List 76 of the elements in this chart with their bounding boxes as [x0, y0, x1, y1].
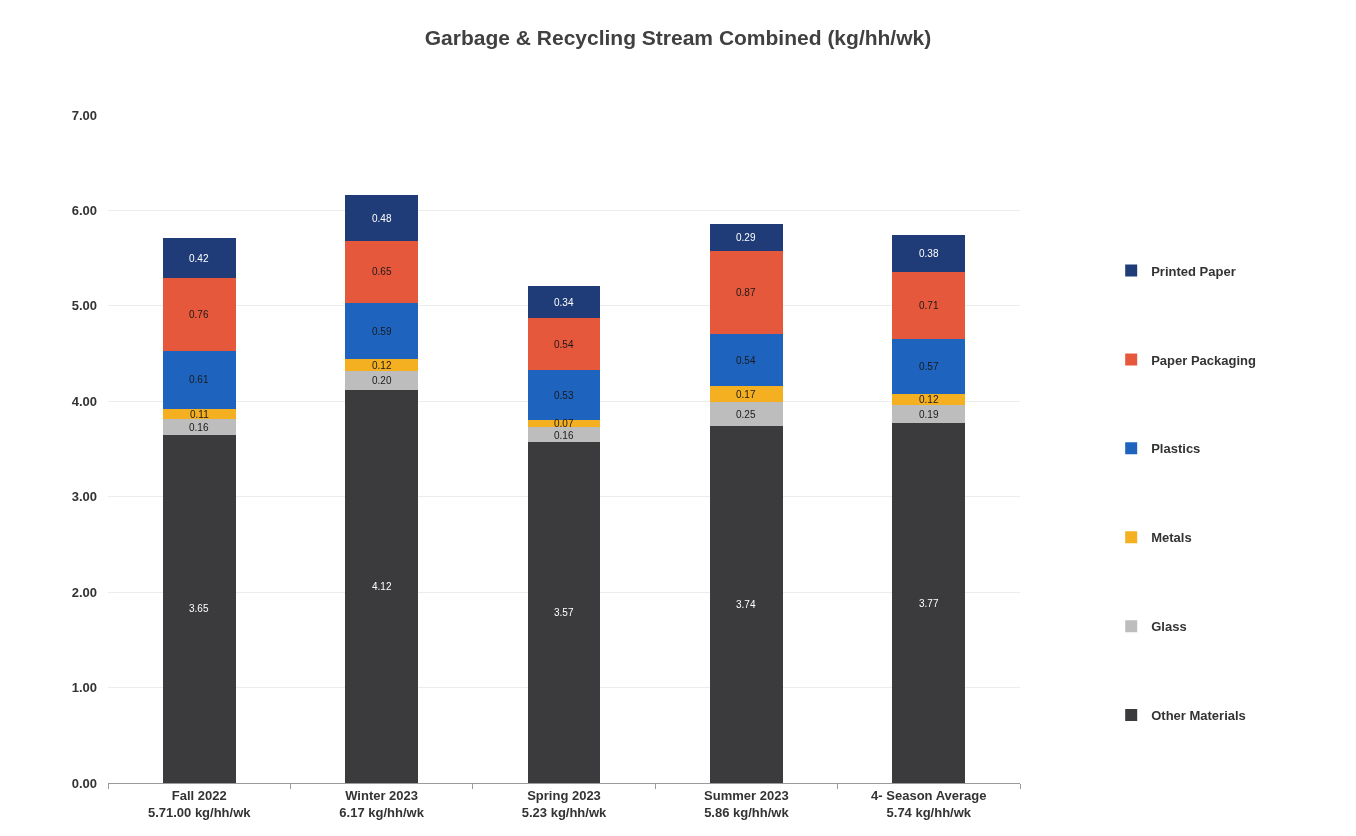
x-tick-label: Fall 2022 5.71.00 kg/hh/wk [147, 787, 252, 820]
legend-label: Paper Packaging [1151, 352, 1257, 368]
legend-label: Other Materials [1151, 708, 1246, 724]
bar [345, 389, 419, 783]
data-label: 0.38 [919, 248, 939, 259]
data-label: 3.74 [736, 599, 756, 610]
bar [527, 285, 601, 319]
data-label: 0.54 [554, 339, 574, 350]
bar [345, 359, 419, 371]
y-tick-label: 3.00 [71, 489, 97, 505]
data-label: 0.25 [736, 409, 756, 420]
bar [527, 442, 601, 783]
data-label: 0.11 [190, 409, 210, 420]
y-tick-label: 7.00 [71, 107, 97, 123]
data-label: 0.57 [919, 361, 939, 372]
y-tick-label: 5.00 [71, 298, 97, 314]
bar [892, 271, 966, 340]
x-tick-label: Summer 2023 5.86 kg/hh/wk [704, 787, 790, 820]
data-label: 0.12 [372, 360, 392, 371]
bar [892, 235, 966, 272]
data-label: 0.07 [554, 418, 574, 429]
data-label: 0.71 [919, 300, 939, 311]
data-label: 0.34 [554, 297, 574, 308]
bar [345, 370, 419, 390]
data-label: 0.65 [372, 266, 392, 277]
data-label: 3.57 [554, 607, 574, 618]
y-tick-label: 2.00 [71, 584, 97, 600]
data-label: 0.16 [189, 422, 209, 433]
x-tick-label: 4- Season Average 5.74 kg/hh/wk [871, 787, 987, 820]
chart-title: Garbage & Recycling Stream Combined (kg/hh/wk) [424, 26, 932, 50]
bar [162, 419, 236, 435]
legend-label: Glass [1151, 619, 1187, 635]
data-label: 0.20 [372, 375, 392, 386]
legend-label: Printed Paper [1151, 263, 1236, 279]
bar [345, 240, 419, 303]
bar [527, 369, 601, 421]
data-label: 0.59 [372, 326, 392, 337]
bar [162, 350, 236, 409]
bar [709, 251, 783, 335]
data-label: 3.77 [919, 598, 939, 609]
data-label: 0.29 [736, 232, 756, 243]
bar [892, 423, 966, 783]
bar [527, 318, 601, 370]
data-label: 0.87 [736, 287, 756, 298]
data-label: 0.17 [736, 389, 756, 400]
data-label: 0.16 [554, 430, 574, 441]
bar [709, 223, 783, 252]
bar [162, 238, 236, 279]
bar [709, 334, 783, 387]
bar [709, 402, 783, 427]
bar [162, 278, 236, 351]
data-label: 0.48 [372, 213, 392, 224]
data-label: 0.76 [189, 309, 209, 320]
data-label: 0.53 [554, 390, 574, 401]
bar [345, 195, 419, 241]
y-tick-label: 0.00 [71, 775, 97, 791]
x-tick-label: Winter 2023 6.17 kg/hh/wk [339, 787, 425, 820]
data-label: 0.54 [736, 355, 756, 366]
bar [709, 426, 783, 783]
x-tick-label: Spring 2023 5.23 kg/hh/wk [521, 787, 608, 820]
bar [892, 339, 966, 394]
y-tick-label: 4.00 [71, 393, 97, 409]
y-tick-label: 1.00 [71, 680, 97, 696]
data-label: 0.61 [189, 374, 209, 385]
data-label: 4.12 [372, 581, 392, 592]
legend-label: Metals [1151, 530, 1192, 546]
bar [345, 302, 419, 360]
data-label: 0.19 [919, 409, 939, 420]
data-label: 0.12 [919, 394, 939, 405]
bar [709, 386, 783, 403]
legend-label: Plastics [1151, 441, 1201, 457]
bar [162, 434, 236, 783]
y-tick-label: 6.00 [71, 202, 97, 218]
data-label: 3.65 [189, 603, 209, 614]
data-label: 0.42 [189, 253, 209, 264]
bar [892, 405, 966, 424]
